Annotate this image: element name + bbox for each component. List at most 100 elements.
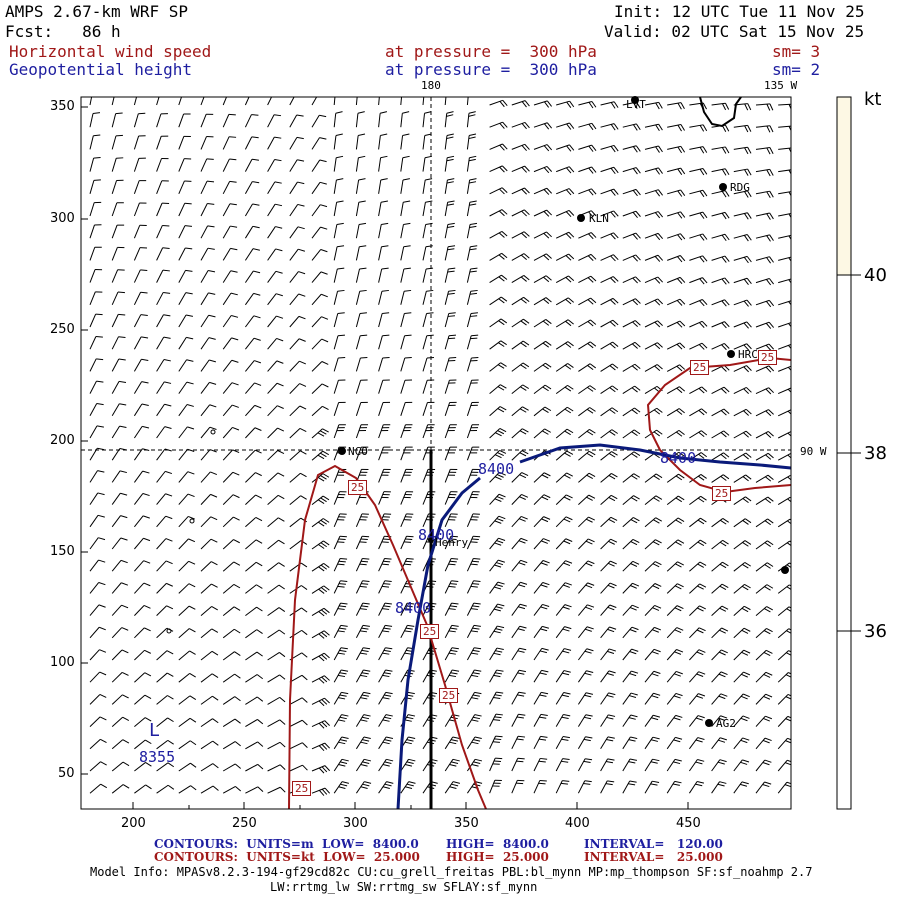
wind-barb-feather (610, 189, 616, 196)
wind-barb-feather (447, 222, 455, 225)
wind-barb-feather (566, 450, 574, 455)
wind-barb-staff (222, 97, 228, 106)
wind-barb-feather (679, 342, 686, 349)
wind-speed-label: 25 (758, 350, 778, 365)
wind-barb-staff (178, 471, 189, 483)
wind-barb-staff (666, 408, 680, 417)
wind-barb-staff (111, 403, 120, 417)
wind-barb-feather (563, 714, 571, 717)
wind-barb-staff (489, 757, 496, 772)
wind-barb-feather (587, 299, 594, 305)
wind-barb-feather (541, 518, 549, 523)
wind-barb-feather (162, 269, 170, 272)
wind-barb-feather (653, 692, 661, 696)
wind-barb-feather (676, 300, 683, 306)
wind-barb-staff (156, 739, 169, 750)
wind-barb-staff (511, 275, 525, 284)
wind-barb-feather (612, 276, 619, 282)
wind-barb-staff (622, 167, 637, 173)
wind-barb-feather (541, 496, 549, 501)
wind-barb-feather (163, 291, 171, 294)
wind-barb-feather (404, 763, 413, 767)
wind-barb-feather (166, 627, 174, 632)
wind-barb-feather (591, 166, 597, 173)
wind-barb-staff (689, 146, 704, 150)
wind-barb-staff (711, 211, 726, 217)
wind-barb-feather (357, 111, 365, 114)
wind-barb-feather (767, 452, 774, 459)
wind-barb-feather (561, 694, 569, 698)
wind-barb-feather (98, 581, 106, 586)
wind-barb-feather (404, 563, 412, 566)
wind-barb-feather (768, 343, 775, 350)
wind-speed-label: 25 (439, 688, 459, 703)
wind-barb-feather (519, 603, 527, 607)
height-contour-8400-b (519, 443, 791, 470)
wind-barb-staff (267, 159, 276, 172)
wind-barb-feather (382, 608, 390, 610)
wind-barb-feather (608, 518, 616, 523)
wind-barb-staff (111, 716, 123, 727)
wind-barb-staff (489, 515, 500, 528)
wind-barb-staff (111, 180, 118, 194)
wind-barb-feather (384, 602, 392, 605)
wind-barb-feather (278, 607, 286, 612)
x-tick-label: 350 (454, 816, 479, 831)
wind-barb-feather (324, 697, 330, 704)
wind-barb-staff (711, 299, 725, 306)
wind-barb-staff (200, 494, 211, 505)
wind-barb-staff (289, 181, 298, 195)
wind-barb-feather (764, 759, 772, 763)
wind-barb-feather (767, 474, 774, 480)
wind-barb-feather (565, 560, 573, 564)
wind-barb-staff (355, 602, 364, 616)
wind-barb-feather (788, 650, 791, 653)
wind-barb-feather (209, 359, 217, 363)
wind-barb-staff (244, 136, 253, 150)
wind-barb-feather (545, 362, 552, 368)
wind-barb-feather (341, 691, 349, 695)
wind-barb-feather (539, 694, 547, 697)
wind-barb-feather (472, 627, 480, 630)
wind-barb-staff (644, 692, 654, 705)
wind-barb-feather (675, 519, 682, 524)
wind-barb-feather (232, 426, 240, 431)
wind-barb-staff (178, 270, 186, 283)
wind-barb-feather (320, 204, 328, 208)
wind-barb-feather (494, 738, 502, 741)
wind-barb-feather (337, 563, 345, 566)
wind-barb-staff (178, 516, 189, 528)
wind-barb-feather (655, 517, 662, 522)
wind-barb-feather (469, 225, 477, 228)
wind-barb-feather (499, 166, 505, 173)
wind-barb-feather (588, 516, 595, 521)
wind-barb-staff (555, 341, 569, 350)
wind-barb-feather (764, 564, 771, 569)
wind-barb-feather (318, 611, 325, 617)
wind-barb-feather (654, 277, 661, 284)
wind-barb-feather (700, 452, 708, 458)
wind-barb-staff (400, 781, 410, 794)
wind-barb-feather (610, 146, 616, 153)
wind-barb-feather (362, 602, 370, 605)
wind-barb-staff (644, 736, 654, 750)
wind-barb-staff (578, 472, 590, 483)
wind-barb-feather (186, 336, 194, 340)
wind-barb-feather (298, 248, 306, 252)
wind-barb-staff (333, 424, 340, 439)
wind-barb-feather (324, 787, 331, 794)
wind-barb-feather (586, 670, 594, 674)
wind-barb-feather (363, 758, 372, 762)
wind-barb-feather (519, 496, 526, 500)
wind-barb-feather (446, 181, 454, 184)
wind-barb-feather (721, 366, 727, 372)
wind-barb-staff (511, 143, 526, 150)
wind-barb-staff (666, 386, 680, 395)
wind-barb-feather (702, 255, 708, 262)
wind-barb-staff (133, 336, 142, 350)
wind-barb-staff (466, 357, 472, 372)
wind-barb-feather (609, 648, 616, 652)
wind-barb-feather (381, 267, 389, 270)
wind-barb-feather (501, 274, 508, 280)
wind-barb-feather (546, 209, 552, 216)
